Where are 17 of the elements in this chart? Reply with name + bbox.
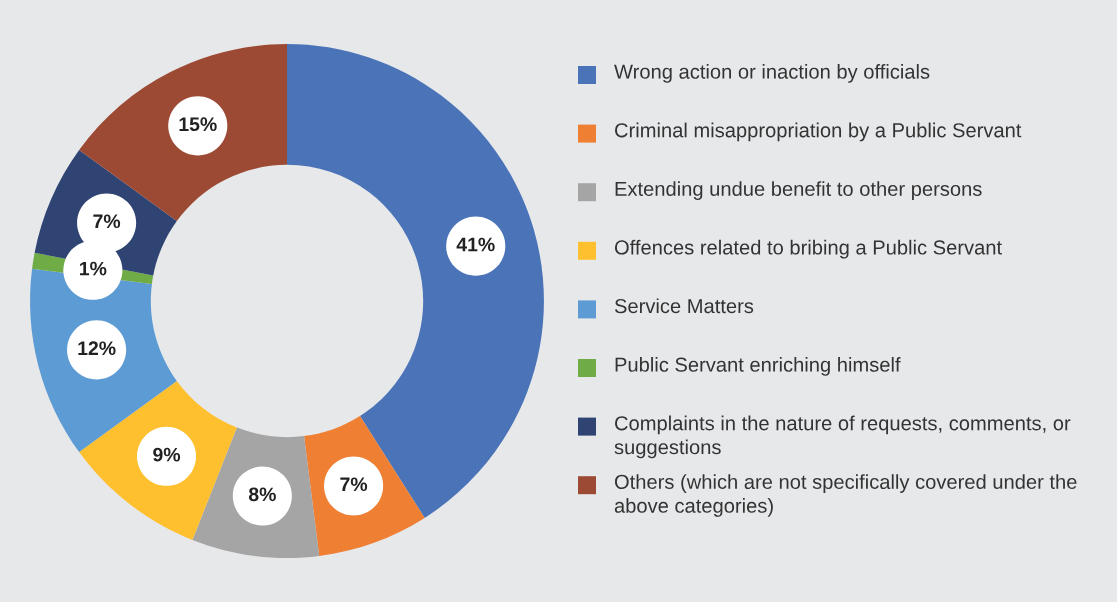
data-label: 8%	[248, 487, 276, 502]
legend-label: Public Servant enriching himself	[615, 357, 901, 376]
data-label: 1%	[80, 261, 107, 276]
data-label: 12%	[78, 341, 116, 356]
data-label: 7%	[93, 214, 121, 229]
data-label: 9%	[153, 447, 181, 462]
legend-label: Extending undue benefit to other persons	[615, 181, 982, 200]
legend-label: Complaints in the nature of requests, comments, or suggestions	[614, 415, 1071, 459]
legend-label: Wrong action or inaction by officials	[614, 64, 930, 83]
legend-label: Offences related to bribing a Public Servant	[614, 239, 1002, 259]
legend-label: Others (which are not specifically covered under the above categories)	[614, 474, 1077, 517]
data-label: 7%	[340, 477, 368, 492]
data-label: 41%	[456, 237, 495, 252]
donut-slice	[287, 44, 544, 518]
data-label: 15%	[179, 117, 217, 132]
legend-label: Criminal misappropriation by a Public Servant	[615, 122, 1022, 142]
legend-label: Service Matters	[614, 298, 754, 314]
